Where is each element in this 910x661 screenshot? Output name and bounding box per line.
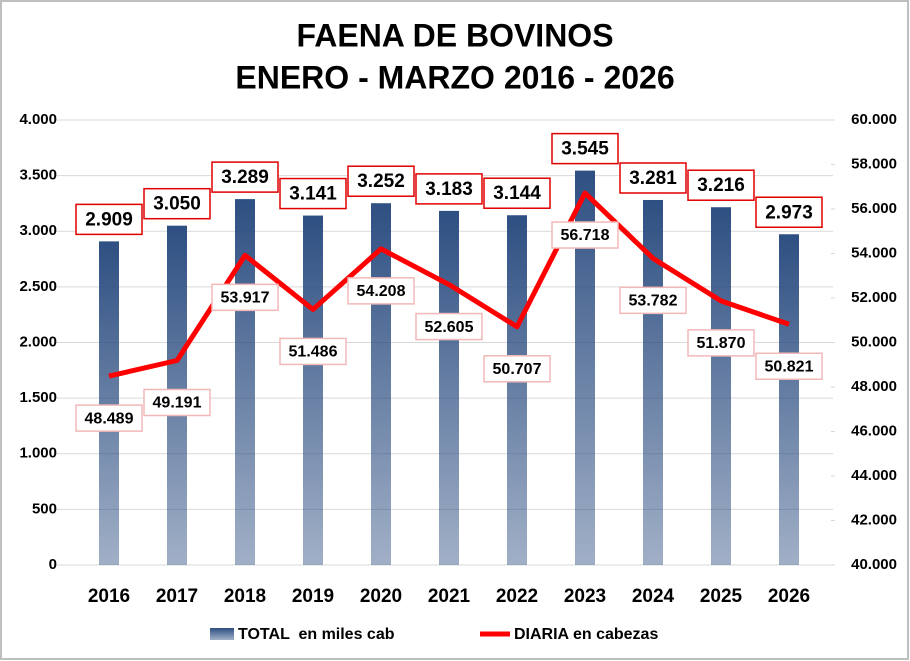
data-label: 2.909 xyxy=(85,209,133,230)
y-tick-label: 0 xyxy=(49,556,57,573)
data-label-box xyxy=(551,221,619,249)
data-label-box xyxy=(687,169,755,201)
data-label: 53.782 xyxy=(629,293,678,310)
y-tick-label: 3.500 xyxy=(19,167,57,184)
legend-label: TOTAL en miles cab xyxy=(238,626,395,643)
data-label: 3.183 xyxy=(425,179,473,200)
x-tick-label: 2019 xyxy=(292,586,334,607)
data-label-box xyxy=(347,277,415,305)
bar xyxy=(779,234,799,565)
data-label: 56.718 xyxy=(561,227,610,244)
bar xyxy=(711,207,731,565)
data-label: 3.216 xyxy=(697,175,745,196)
y-tick-label: 3.000 xyxy=(19,222,57,239)
data-label-box xyxy=(687,329,755,357)
y2-tick-label: 40.000 xyxy=(851,556,897,573)
chart-title: FAENA DE BOVINOS xyxy=(296,17,613,53)
data-label: 50.821 xyxy=(765,358,814,375)
bar xyxy=(575,170,595,565)
y-tick-label: 1.500 xyxy=(19,389,57,406)
data-label-box xyxy=(279,337,347,366)
y2-tick-label: 58.000 xyxy=(851,155,897,172)
bar xyxy=(303,215,323,565)
x-tick-label: 2026 xyxy=(768,586,810,607)
x-tick-label: 2018 xyxy=(224,586,266,607)
data-label: 2.973 xyxy=(765,202,813,223)
data-label-box xyxy=(619,162,687,194)
data-label-box xyxy=(75,404,143,432)
data-label: 49.191 xyxy=(153,395,202,412)
data-label: 3.144 xyxy=(493,183,541,204)
y-tick-label: 2.000 xyxy=(19,333,57,350)
x-tick-label: 2024 xyxy=(632,586,675,607)
x-tick-label: 2020 xyxy=(360,586,402,607)
data-label-box xyxy=(211,283,279,312)
data-label-box xyxy=(143,388,211,417)
data-label-box xyxy=(551,132,619,165)
x-tick-label: 2022 xyxy=(496,586,538,607)
data-label-box xyxy=(75,203,143,236)
y-tick-label: 4.000 xyxy=(19,111,57,128)
legend-swatch xyxy=(210,628,234,640)
y2-tick-label: 46.000 xyxy=(851,422,897,439)
data-label: 53.917 xyxy=(221,290,270,307)
chart-subtitle: ENERO - MARZO 2016 - 2026 xyxy=(235,59,674,95)
y2-tick-label: 42.000 xyxy=(851,511,897,528)
data-label: 3.141 xyxy=(289,184,337,205)
x-tick-label: 2023 xyxy=(564,586,606,607)
legend-label: DIARIA en cabezas xyxy=(514,626,658,643)
data-label-box xyxy=(347,165,415,197)
y2-tick-label: 56.000 xyxy=(851,200,897,217)
data-label: 54.208 xyxy=(357,283,406,300)
data-label: 51.870 xyxy=(697,335,746,352)
x-tick-label: 2025 xyxy=(700,586,743,607)
data-label-box xyxy=(483,355,551,383)
data-label-box xyxy=(755,196,823,229)
y2-tick-label: 44.000 xyxy=(851,467,897,484)
data-label-box xyxy=(415,173,483,205)
y-tick-label: 2.500 xyxy=(19,278,57,295)
data-label: 3.289 xyxy=(221,167,269,188)
x-tick-label: 2017 xyxy=(156,586,198,607)
data-label-box xyxy=(279,177,347,210)
data-label: 3.050 xyxy=(153,194,201,215)
data-label-box xyxy=(619,286,687,315)
data-label-box xyxy=(415,312,483,341)
bar xyxy=(439,210,459,566)
y2-tick-label: 50.000 xyxy=(851,333,897,350)
data-label: 51.486 xyxy=(289,344,338,361)
y2-tick-label: 48.000 xyxy=(851,378,897,395)
data-label-box xyxy=(211,161,279,193)
y-tick-label: 1.000 xyxy=(19,445,57,462)
data-label: 3.252 xyxy=(357,171,405,192)
bar xyxy=(99,241,119,565)
y2-tick-label: 60.000 xyxy=(851,111,897,128)
bar xyxy=(507,215,527,566)
data-label-box xyxy=(483,177,551,209)
data-label: 50.707 xyxy=(493,361,542,378)
data-label: 48.489 xyxy=(85,410,134,427)
data-label-box xyxy=(143,187,211,220)
data-label: 52.605 xyxy=(425,319,474,336)
y2-tick-label: 52.000 xyxy=(851,289,897,306)
data-label: 3.545 xyxy=(561,139,609,160)
data-label: 3.281 xyxy=(629,168,677,189)
x-tick-label: 2016 xyxy=(88,586,130,607)
y2-tick-label: 54.000 xyxy=(851,244,897,261)
data-label-box xyxy=(755,352,823,380)
y-tick-label: 500 xyxy=(32,500,57,517)
x-tick-label: 2021 xyxy=(428,586,471,607)
